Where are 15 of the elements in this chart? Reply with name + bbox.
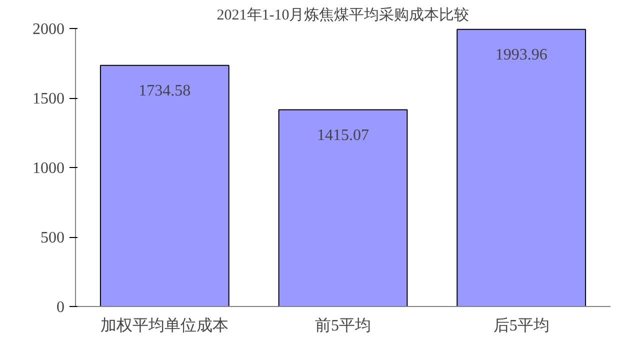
bar [100,64,230,306]
x-tick-label: 加权平均单位成本 [100,316,229,334]
data-label: 1734.58 [138,82,191,100]
data-label: 1415.07 [317,126,369,144]
bar [456,28,586,306]
x-tick-label: 前5平均 [315,316,371,334]
y-tick-label: 1000 [32,160,64,177]
bar [278,109,408,306]
y-tick-label: 1500 [32,90,64,108]
data-label: 1993.96 [495,46,548,64]
y-tick-label: 0 [56,299,64,316]
chart-title: 2021年1-10月炼焦煤平均采购成本比较 [216,6,470,24]
x-tick-label: 后5平均 [493,316,550,334]
y-tick-label: 2000 [32,21,64,38]
y-tick-label: 500 [40,230,64,246]
